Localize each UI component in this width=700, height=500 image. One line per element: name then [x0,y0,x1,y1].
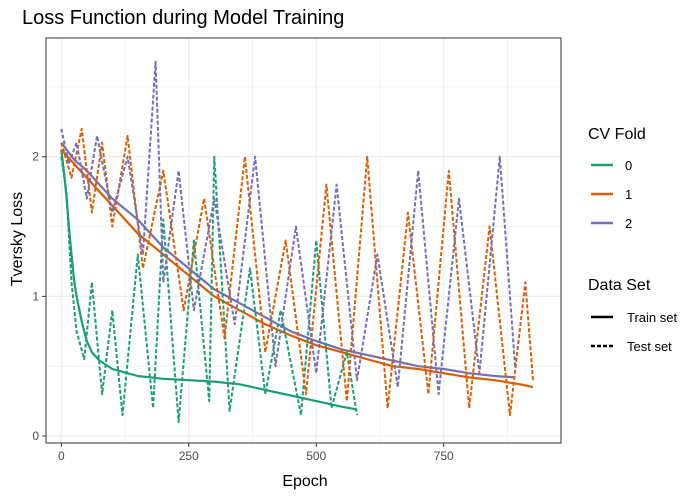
x-axis-title: Epoch [282,473,327,490]
x-tick-label: 750 [434,449,454,463]
x-tick-label: 500 [306,449,326,463]
legend-title-data-set: Data Set [588,277,651,294]
legend-label-fold-0: 0 [625,158,632,173]
series-line-fold-2-test [60,60,517,396]
y-axis-title: Tversky Loss [9,192,26,286]
x-axis: 0 250 500 750 [58,443,454,463]
legend-title-cv-fold: CV Fold [588,126,646,143]
legend-label-train: Train set [627,310,677,325]
legend-label-fold-1: 1 [625,187,632,202]
y-tick-label: 1 [32,289,39,303]
y-tick-label: 2 [32,150,39,164]
y-tick-label: 0 [32,429,39,443]
panel-border [45,37,562,444]
legend: CV Fold 0 1 2 Data Set Train set Test set [588,126,677,354]
series-line-fold-1-train [60,148,534,389]
legend-label-fold-2: 2 [625,216,632,231]
chart-title: Loss Function during Model Training [22,7,344,29]
y-axis: 0 1 2 [32,150,46,443]
x-tick-label: 250 [179,449,199,463]
legend-label-test: Test set [627,339,672,354]
series-line-fold-0-test [60,155,358,424]
x-tick-label: 0 [58,449,65,463]
plot-panel [45,37,562,444]
